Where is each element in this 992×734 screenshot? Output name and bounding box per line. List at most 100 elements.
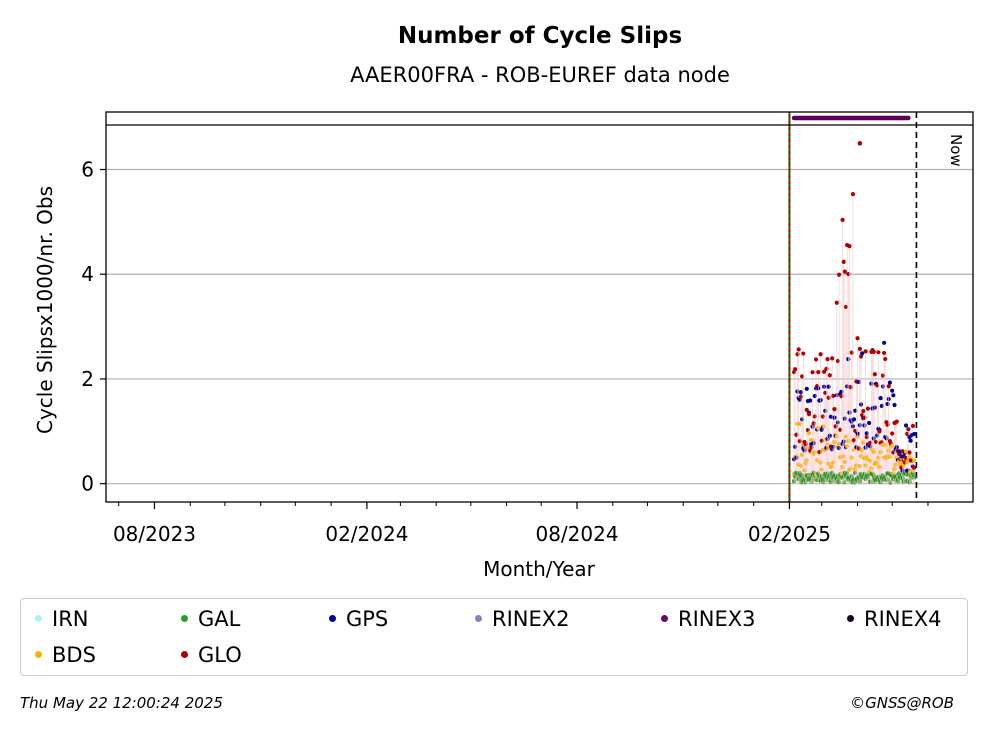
legend-item-gps: GPS (329, 607, 388, 631)
glo-point (886, 384, 891, 389)
gps-point (882, 340, 887, 345)
glo-point (850, 192, 856, 197)
glo-point (810, 370, 815, 375)
plot-frame (105, 111, 974, 503)
chart-subtitle: AAER00FRA - ROB-EUREF data node (350, 63, 730, 87)
glo-point (831, 393, 836, 398)
x-tick-label: 02/2025 (748, 522, 831, 546)
x-tick-label: 08/2024 (535, 522, 618, 546)
legend-label: GAL (198, 607, 241, 631)
glo-point (873, 439, 879, 445)
gps-point (891, 393, 896, 398)
y-tick-label: 4 (81, 262, 94, 286)
glo-point (806, 412, 812, 417)
glo-point (832, 407, 837, 412)
legend-item-gal: GAL (181, 607, 240, 631)
x-axis-label: Month/Year (483, 557, 596, 581)
legend-item-bds: BDS (35, 643, 96, 667)
glo-marker-icon (181, 650, 188, 658)
glo-point (836, 272, 842, 277)
glo-point (816, 370, 821, 375)
rinex3-marker-icon (661, 614, 668, 622)
glo-point (872, 372, 877, 377)
glo-point (883, 356, 888, 362)
glo-point (835, 358, 841, 364)
glo-point (862, 415, 867, 420)
gps-point (892, 402, 897, 408)
legend-label: GPS (346, 607, 389, 631)
glo-point (827, 373, 832, 378)
glo-point (838, 427, 843, 432)
glo-point (793, 367, 798, 372)
glo-point (894, 419, 899, 424)
legend-label: RINEX4 (864, 607, 942, 631)
y-axis-label: Cycle Slipsx1000/nr. Obs (33, 186, 57, 434)
glo-point (796, 347, 801, 352)
glo-point (890, 431, 895, 436)
gps-point (878, 396, 883, 401)
glo-point (880, 373, 886, 378)
gps-point (828, 414, 834, 419)
bds-point (797, 421, 802, 427)
glo-point (857, 346, 862, 351)
gal-marker-icon (181, 614, 188, 622)
legend-item-glo: GLO (181, 643, 242, 667)
gps-marker-icon (329, 614, 336, 622)
glo-point (817, 449, 822, 455)
footer-credit: ©GNSS@ROB (850, 694, 954, 712)
chart-title: Number of Cycle Slips (398, 23, 682, 49)
legend-item-rinex4: RINEX4 (847, 607, 942, 631)
glo-point (910, 423, 916, 428)
gps-point (804, 386, 809, 391)
glo-point (821, 369, 827, 374)
glo-point (857, 141, 863, 146)
glo-point (825, 357, 830, 362)
gps-point (853, 408, 858, 413)
glo-point (871, 349, 876, 355)
legend-label: BDS (52, 643, 96, 667)
now-label: Now (947, 134, 965, 167)
glo-point (875, 383, 880, 388)
glo-point (840, 217, 845, 222)
y-tick-label: 6 (81, 158, 94, 182)
y-tick-label: 0 (81, 472, 94, 496)
gps-point (839, 389, 844, 394)
legend-item-irn: IRN (35, 607, 89, 631)
gps-point (808, 398, 813, 403)
rinex4-marker-icon (847, 614, 854, 622)
gps-point (864, 431, 869, 436)
glo-point (818, 352, 823, 357)
glo-point (823, 390, 828, 395)
legend-label: RINEX2 (492, 607, 570, 631)
bds-marker-icon (35, 650, 42, 658)
axes: 0 2 4 6 08/2023 02/2024 08/2024 02/2025 (81, 158, 929, 546)
glo-point (812, 414, 817, 419)
glo-point (912, 465, 917, 470)
glo-point (820, 414, 826, 419)
glo-point (795, 352, 800, 357)
gps-point (851, 417, 857, 422)
glo-point (858, 354, 864, 359)
glo-point (843, 304, 849, 310)
glo-point (819, 438, 824, 443)
bds-point (912, 458, 917, 463)
x-tick-label: 02/2024 (325, 522, 408, 546)
glo-point (907, 450, 912, 455)
glo-point (842, 269, 847, 274)
gps-point (885, 401, 890, 407)
glo-point (877, 429, 882, 434)
rinex2-marker-icon (475, 614, 482, 622)
glo-point (834, 300, 839, 305)
glo-point (876, 350, 881, 355)
glo-point (864, 434, 869, 440)
gps-point (856, 379, 861, 385)
glo-point (855, 336, 860, 341)
glo-point (803, 442, 808, 447)
gps-point (887, 380, 892, 385)
x-tick-label: 08/2023 (113, 522, 196, 546)
legend-item-rinex3: RINEX3 (661, 607, 756, 631)
glo-point (801, 351, 806, 356)
gridlines (106, 168, 973, 485)
glo-point (824, 366, 829, 371)
